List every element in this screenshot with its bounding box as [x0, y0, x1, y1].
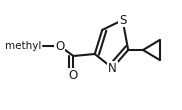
Text: methyl: methyl: [5, 41, 41, 51]
Text: O: O: [69, 69, 78, 82]
Text: S: S: [119, 14, 126, 27]
Text: N: N: [108, 61, 117, 74]
Text: O: O: [55, 39, 64, 52]
